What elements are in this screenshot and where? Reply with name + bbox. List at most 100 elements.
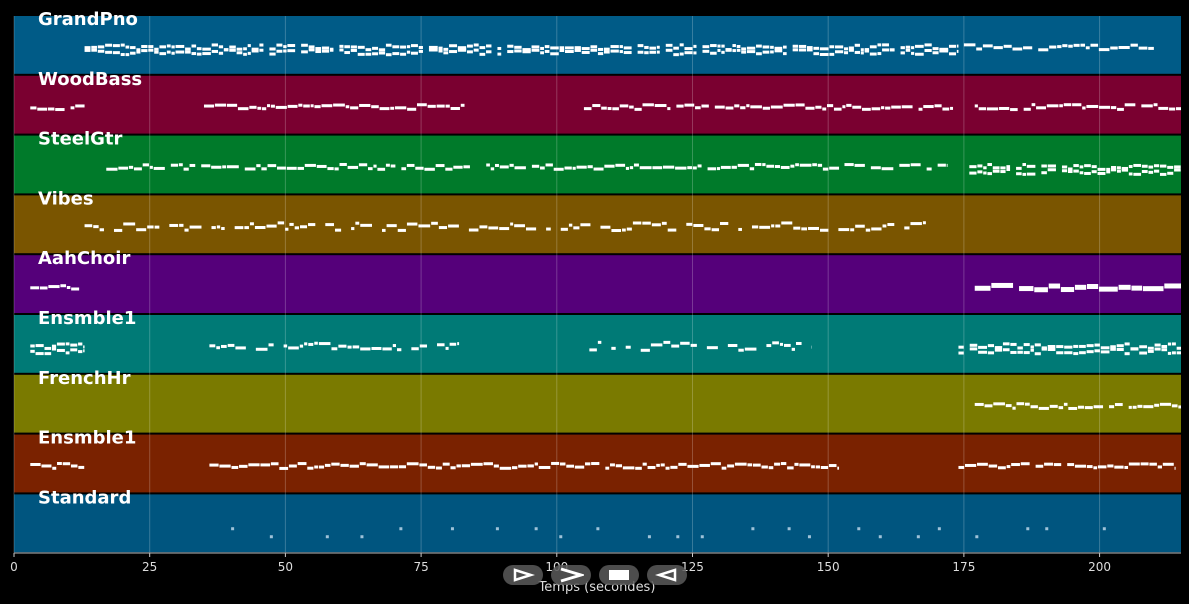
note	[999, 106, 1010, 110]
note	[983, 166, 987, 170]
note	[901, 105, 913, 109]
note	[268, 343, 274, 347]
note	[932, 51, 939, 55]
note	[1003, 44, 1012, 48]
note	[829, 45, 835, 49]
note	[1073, 164, 1079, 168]
note	[852, 105, 862, 109]
note	[279, 466, 289, 470]
note	[1161, 344, 1168, 348]
note	[327, 167, 334, 171]
note	[900, 51, 905, 55]
note	[850, 228, 855, 232]
note	[141, 49, 148, 53]
note	[1116, 166, 1121, 170]
note	[815, 465, 820, 469]
note	[276, 43, 283, 47]
track-lane[interactable]	[14, 255, 1181, 313]
note	[365, 48, 372, 52]
play-button[interactable]	[551, 565, 591, 585]
note	[736, 44, 741, 48]
note	[992, 169, 1000, 173]
note	[572, 166, 576, 170]
note	[141, 44, 148, 48]
track-background	[14, 374, 1181, 433]
note	[189, 163, 196, 167]
note-segment	[486, 162, 840, 171]
note	[170, 163, 179, 167]
note	[585, 462, 591, 466]
note	[65, 342, 70, 346]
note	[449, 50, 458, 54]
note	[406, 163, 415, 167]
note	[826, 104, 834, 108]
track-lane[interactable]	[14, 434, 1181, 493]
rewind-button[interactable]	[503, 565, 543, 585]
note	[338, 344, 347, 348]
note	[774, 46, 783, 50]
note	[647, 465, 656, 469]
note	[877, 43, 882, 47]
note	[762, 45, 770, 49]
note	[1157, 465, 1162, 469]
note	[780, 165, 790, 169]
note	[882, 43, 889, 47]
note	[226, 103, 238, 107]
track-lane[interactable]	[14, 315, 1181, 373]
note	[510, 222, 514, 226]
note	[1128, 165, 1133, 169]
note	[1045, 527, 1049, 531]
note	[333, 103, 345, 107]
note	[982, 44, 993, 48]
note	[545, 163, 553, 167]
note	[615, 163, 626, 167]
note-segment	[963, 43, 1154, 52]
note	[553, 167, 564, 171]
note	[1024, 402, 1030, 406]
note	[1107, 464, 1114, 468]
note	[216, 346, 220, 350]
note	[427, 465, 436, 469]
note	[283, 45, 287, 49]
note	[443, 47, 449, 51]
note	[775, 224, 781, 228]
note	[247, 44, 251, 48]
note	[813, 46, 820, 50]
note	[514, 49, 522, 53]
note	[255, 347, 268, 351]
stop-button[interactable]	[599, 565, 639, 585]
forward-button[interactable]	[647, 565, 687, 585]
note	[1132, 405, 1137, 409]
note	[639, 166, 652, 170]
note	[977, 462, 988, 466]
track-lane[interactable]	[14, 75, 1181, 134]
note	[676, 535, 680, 539]
note	[711, 228, 720, 232]
note	[1046, 104, 1059, 108]
note	[550, 52, 559, 56]
track-lane[interactable]	[14, 494, 1181, 553]
note	[345, 105, 350, 109]
note	[522, 50, 531, 54]
note	[1121, 168, 1129, 172]
track-lane[interactable]	[14, 374, 1181, 433]
note	[287, 44, 296, 48]
note	[470, 462, 483, 466]
note	[673, 53, 679, 57]
note	[1067, 463, 1075, 467]
note	[1124, 352, 1130, 356]
note	[514, 166, 526, 170]
track-lane[interactable]	[14, 195, 1181, 254]
note	[846, 103, 852, 107]
track-lane[interactable]	[14, 135, 1181, 194]
note	[334, 167, 339, 171]
note	[1159, 172, 1167, 176]
track-lane[interactable]	[14, 16, 1181, 74]
note	[667, 107, 671, 111]
note	[400, 45, 407, 49]
note	[647, 535, 651, 539]
note	[673, 46, 679, 50]
note	[70, 348, 78, 352]
note	[1023, 351, 1030, 355]
